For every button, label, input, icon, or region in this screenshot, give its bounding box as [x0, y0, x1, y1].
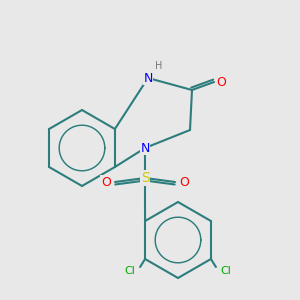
Text: N: N	[140, 142, 150, 154]
Text: Cl: Cl	[125, 266, 136, 276]
Text: S: S	[141, 171, 149, 185]
Text: O: O	[216, 76, 226, 88]
Text: N: N	[143, 71, 153, 85]
Text: O: O	[101, 176, 111, 188]
Text: H: H	[155, 61, 162, 71]
Text: O: O	[179, 176, 189, 188]
Text: Cl: Cl	[220, 266, 231, 276]
